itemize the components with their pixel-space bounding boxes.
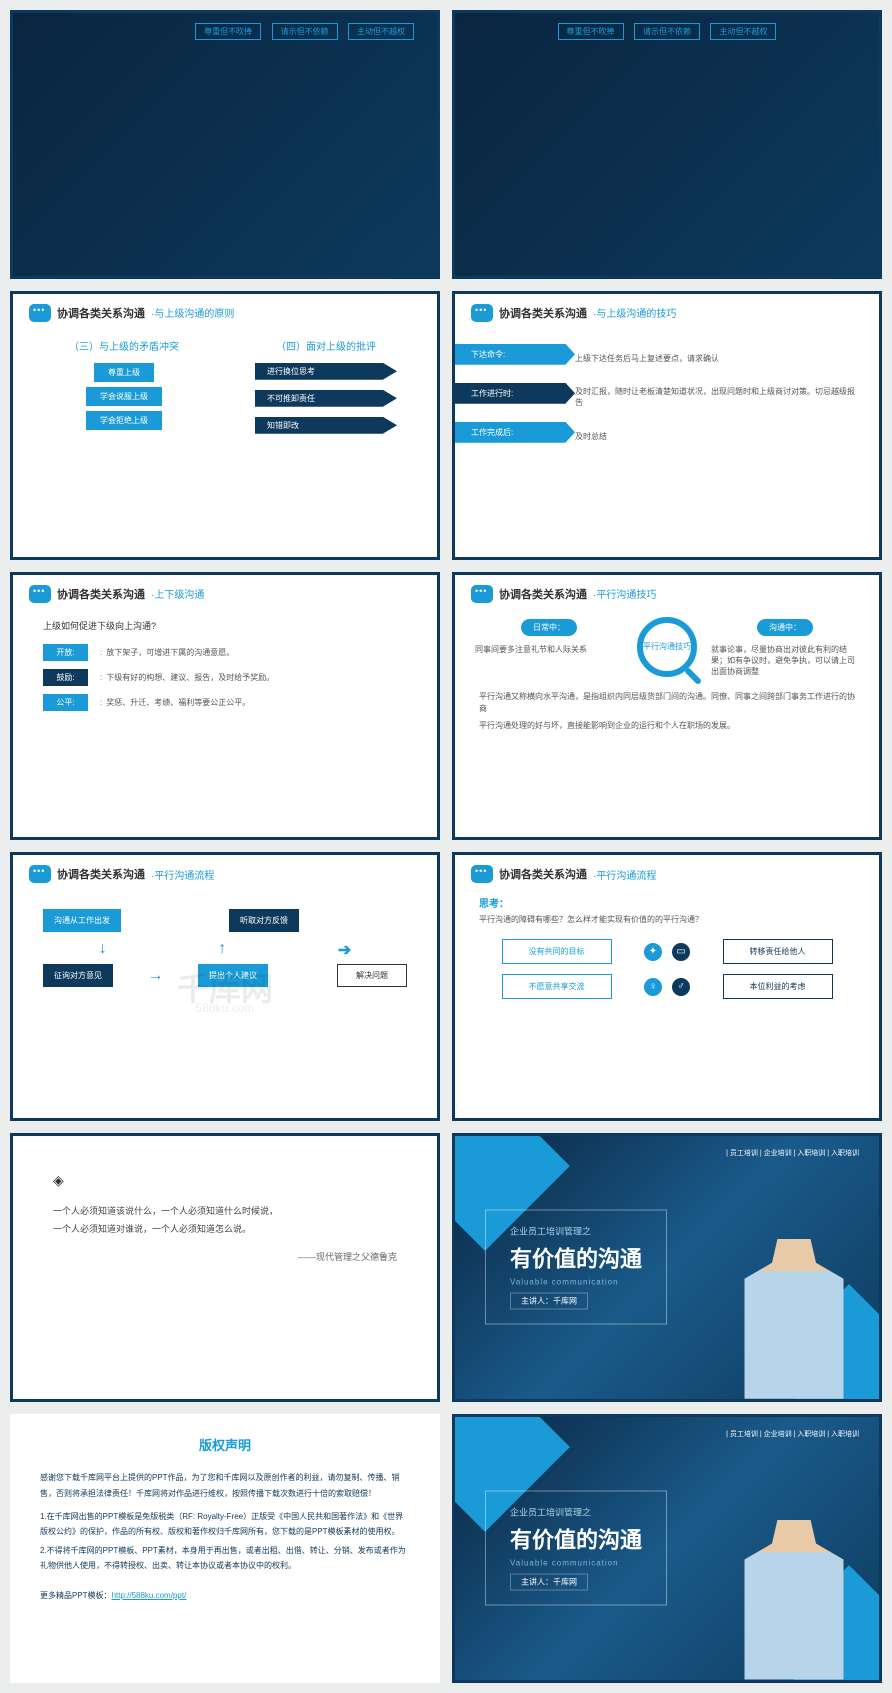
presenter-photo (739, 1239, 849, 1399)
slide-quote: ◈ 一个人必须知道该说什么，一个人必须知道什么时候说， 一个人必须知道对谁说，一… (10, 1133, 440, 1402)
slide-title-1: | 员工培训 | 企业培训 | 入职培训 | 入职培训 企业员工培训管理之 有价… (452, 1133, 882, 1402)
flow-box: 提出个人建议 (198, 964, 268, 987)
tag-line: | 员工培训 | 企业培训 | 入职培训 | 入职培训 (726, 1148, 859, 1158)
more-label: 更多精品PPT模板： (40, 1591, 112, 1600)
quote-author: ——现代管理之父德鲁克 (53, 1248, 397, 1266)
arrow-tag: 知错即改 (255, 417, 397, 434)
phase-label: 工作进行时: (455, 383, 575, 404)
flow-box: 解决问题 (337, 964, 407, 987)
phase-label: 工作完成后: (455, 422, 575, 443)
subtitle: ·平行沟通流程 (593, 867, 656, 882)
copyright-text: 1.在千库网出售的PPT模板是免版税类（RF: Royalty-Free）正版受… (40, 1509, 410, 1539)
slide-title-2: | 员工培训 | 企业培训 | 入职培训 | 入职培训 企业员工培训管理之 有价… (452, 1414, 882, 1683)
pill-label: 日常中： (521, 619, 577, 636)
slide-peer-flow: 协调各类关系沟通·平行沟通流程 沟通从工作出发 听取对方反馈 ↓↑➔ 征询对方意… (10, 852, 440, 1121)
diamond-icon: ◈ (53, 1172, 64, 1188)
circle-icon: ▭ (672, 943, 690, 961)
arrow-right-icon: ➔ (338, 940, 351, 960)
template-link[interactable]: http://588ku.com/ppt/ (112, 1591, 187, 1600)
pill: 尊重但不吹捧 (195, 23, 261, 40)
subtitle: ·与上级沟通的原则 (151, 305, 234, 320)
magnifier-icon: 平行沟通技巧 (637, 617, 697, 677)
subtitle: ·平行沟通流程 (151, 867, 214, 882)
slide-updown: 协调各类关系沟通·上下级沟通 上级如何促进下级向上沟通? 开放::放下架子，可增… (10, 572, 440, 841)
pill: 请示但不依赖 (634, 23, 700, 40)
option-box: 转移责任给他人 (723, 939, 833, 964)
bubble-icon (471, 865, 493, 883)
slide-upward-skill: 协调各类关系沟通·与上级沟通的技巧 下达命令:上级下达任务后马上复述要点，请求确… (452, 291, 882, 560)
bubble-icon (29, 865, 51, 883)
quote-line: 一个人必须知道对谁说，一个人必须知道怎么说。 (53, 1220, 397, 1238)
row-label: 公平: (43, 694, 88, 711)
subtitle: ·与上级沟通的技巧 (593, 305, 676, 320)
circle-icon: ✦ (644, 943, 662, 961)
pill: 请示但不依赖 (272, 23, 338, 40)
circle-icon: ♀ (644, 978, 662, 996)
flow-box: 征询对方意见 (43, 964, 113, 987)
slide-copyright: 版权声明 感谢您下载千库网平台上提供的PPT作品，为了您和千库网以及原创作者的利… (10, 1414, 440, 1683)
section-heading: （三）与上级的矛盾冲突 (53, 338, 195, 353)
copyright-title: 版权声明 (40, 1434, 410, 1459)
tag: 学会拒绝上级 (86, 411, 162, 430)
presenter-photo (739, 1520, 849, 1680)
paragraph: 平行沟通处理的好与坏，直接能影响到企业的运行和个人在职场的发展。 (479, 720, 855, 733)
slide-peer-skill: 协调各类关系沟通·平行沟通技巧 日常中：同事间要多注意礼节和人际关系 平行沟通技… (452, 572, 882, 841)
arrow-right-icon: → (148, 967, 164, 985)
tag-line: | 员工培训 | 企业培训 | 入职培训 | 入职培训 (726, 1429, 859, 1439)
pill: 尊重但不吹捧 (558, 23, 624, 40)
pill-label: 沟通中： (757, 619, 813, 636)
tag: 尊重上级 (94, 363, 154, 382)
title-block: 企业员工培训管理之 有价值的沟通 Valuable communication … (485, 1210, 667, 1325)
arrow-down-icon: ↓ (99, 940, 107, 960)
arrow-up-icon: ↑ (218, 940, 226, 960)
row-label: 开放: (43, 644, 88, 661)
pill: 主动但不越权 (710, 23, 776, 40)
bubble-icon (471, 304, 493, 322)
slide-conflict: 协调各类关系沟通·与上级沟通的原则 （三）与上级的矛盾冲突 尊重上级 学会说服上… (10, 291, 440, 560)
bubble-icon (29, 304, 51, 322)
question: 上级如何促进下级向上沟通? (43, 619, 407, 632)
flow-box: 听取对方反馈 (229, 909, 299, 932)
tag: 学会说服上级 (86, 387, 162, 406)
copyright-text: 感谢您下载千库网平台上提供的PPT作品，为了您和千库网以及原创作者的利益，请勿复… (40, 1470, 410, 1500)
quote-line: 一个人必须知道该说什么，一个人必须知道什么时候说， (53, 1202, 397, 1220)
section-heading: （四）面对上级的批评 (255, 338, 397, 353)
copyright-text: 2.不得将千库网的PPT模板、PPT素材，本身用于再出售，或者出租、出借、转让、… (40, 1543, 410, 1573)
option-box: 不愿意共享交流 (502, 974, 612, 999)
title-block: 企业员工培训管理之 有价值的沟通 Valuable communication … (485, 1491, 667, 1606)
subtitle: ·平行沟通技巧 (593, 586, 656, 601)
slide-1-top: 尊重但不吹捧 请示但不依赖 主动但不越权 (10, 10, 440, 279)
think-label: 思考： (479, 895, 855, 910)
circle-icon: ♂ (672, 978, 690, 996)
slide-peer-think: 协调各类关系沟通·平行沟通流程 思考： 平行沟通的障碍有哪些？怎么样才能实现有价… (452, 852, 882, 1121)
flow-box: 沟通从工作出发 (43, 909, 121, 932)
paragraph: 平行沟通又称横向水平沟通，是指组织内同层级货部门间的沟通。同僚、同事之间跨部门事… (479, 691, 855, 717)
row-label: 鼓励: (43, 669, 88, 686)
bubble-icon (471, 585, 493, 603)
subtitle: ·上下级沟通 (151, 586, 204, 601)
option-box: 本位利益的考虑 (723, 974, 833, 999)
arrow-tag: 不可推卸责任 (255, 390, 397, 407)
pill: 主动但不越权 (348, 23, 414, 40)
option-box: 没有共同的目标 (502, 939, 612, 964)
question: 平行沟通的障碍有哪些？怎么样才能实现有价值的的平行沟通？ (479, 914, 855, 925)
slide-1-top-dup: 尊重但不吹捧 请示但不依赖 主动但不越权 (452, 10, 882, 279)
pill-group: 尊重但不吹捧 请示但不依赖 主动但不越权 (555, 21, 780, 40)
bubble-icon (29, 585, 51, 603)
pill-group: 尊重但不吹捧 请示但不依赖 主动但不越权 (192, 21, 417, 40)
phase-label: 下达命令: (455, 344, 575, 365)
arrow-tag: 进行换位思考 (255, 363, 397, 380)
